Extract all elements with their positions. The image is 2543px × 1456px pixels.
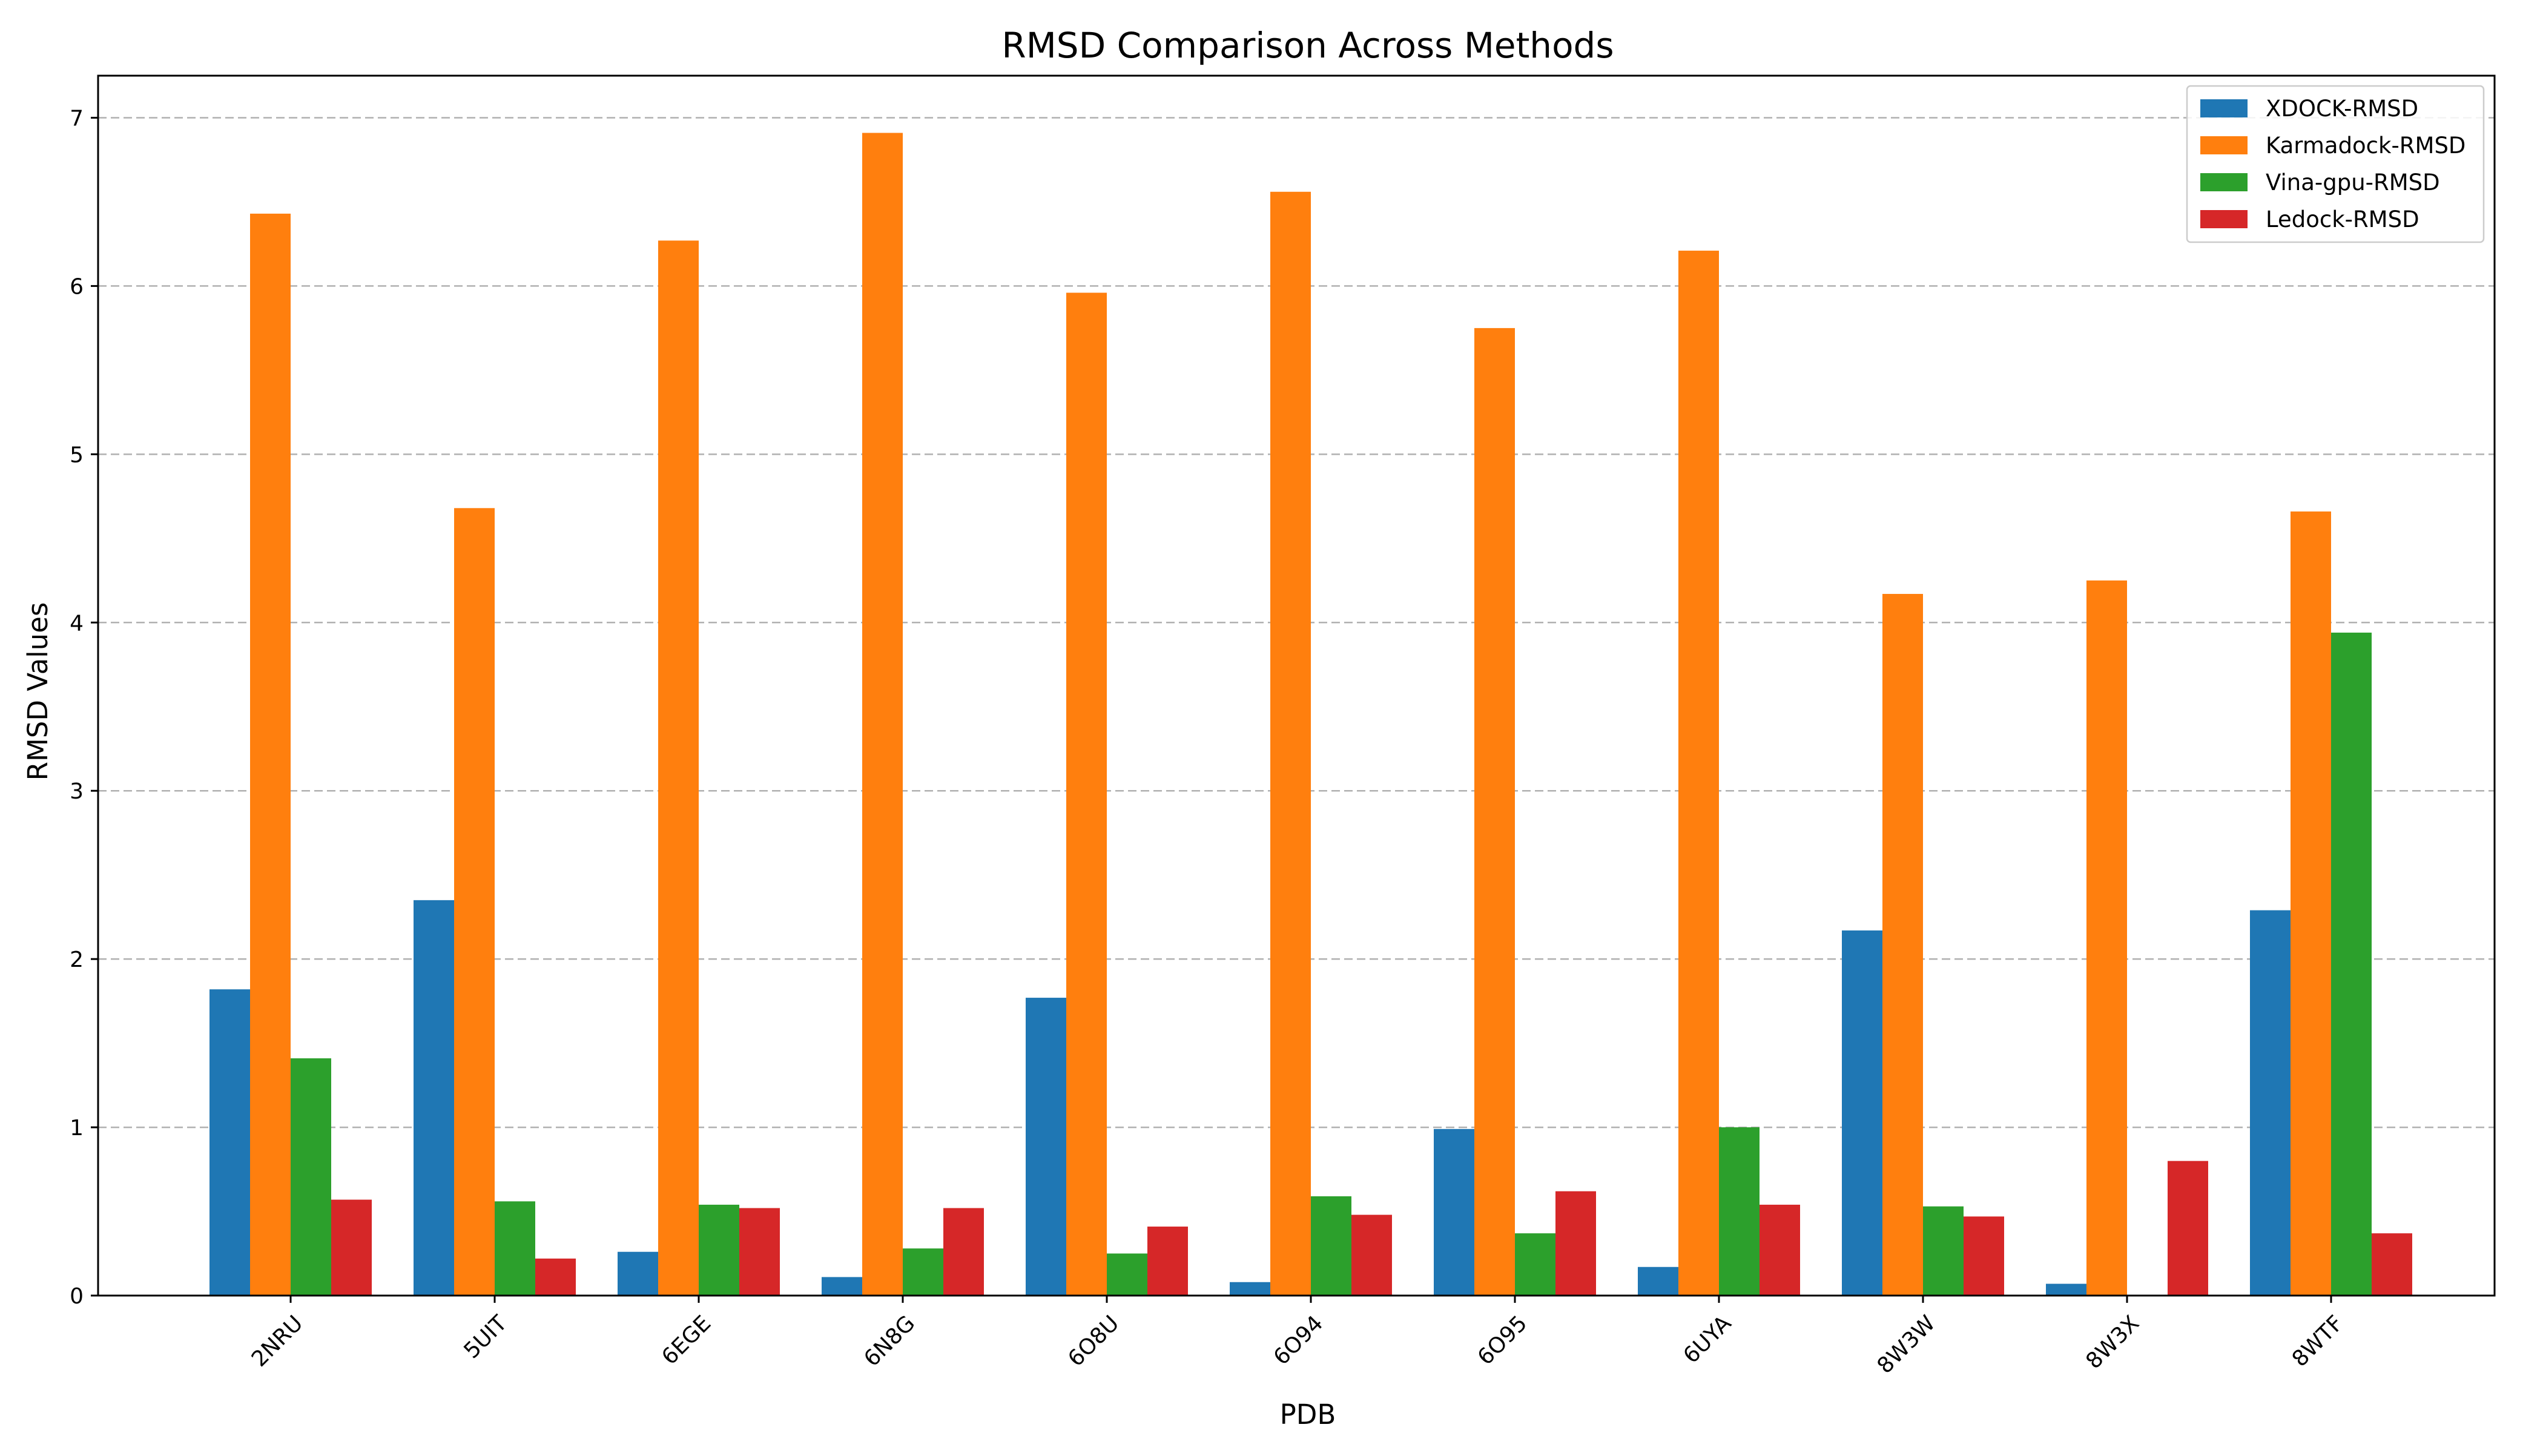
bar-ledock-rmsd-2nru — [331, 1199, 372, 1296]
bar-xdock-rmsd-6o8u — [1026, 998, 1066, 1296]
legend-label: Ledock-RMSD — [2266, 206, 2419, 232]
bar-xdock-rmsd-6o95 — [1434, 1128, 1474, 1296]
bar-karmadock-rmsd-6ege — [658, 240, 699, 1296]
bar-vina-gpu-rmsd-6o8u — [1107, 1253, 1147, 1296]
legend-swatch — [2200, 173, 2248, 191]
bar-xdock-rmsd-6n8g — [822, 1277, 862, 1296]
y-tick-label: 4 — [70, 611, 84, 636]
bar-vina-gpu-rmsd-5uit — [495, 1201, 535, 1296]
y-tick-label: 5 — [70, 443, 84, 467]
bar-karmadock-rmsd-8w3x — [2086, 580, 2127, 1296]
legend-swatch — [2200, 99, 2248, 117]
legend-label: Vina-gpu-RMSD — [2266, 170, 2440, 196]
bar-vina-gpu-rmsd-2nru — [291, 1058, 331, 1296]
bar-xdock-rmsd-8wtf — [2250, 910, 2291, 1296]
bar-karmadock-rmsd-8wtf — [2291, 511, 2331, 1296]
bar-xdock-rmsd-6o94 — [1230, 1282, 1270, 1296]
legend-swatch — [2200, 136, 2248, 154]
legend-label: XDOCK-RMSD — [2266, 96, 2418, 122]
bar-vina-gpu-rmsd-6ege — [699, 1204, 739, 1296]
y-tick-label: 1 — [70, 1116, 84, 1141]
plot-frame — [97, 74, 2496, 1297]
y-axis-label: RMSD Values — [22, 602, 54, 781]
bar-ledock-rmsd-6n8g — [943, 1208, 984, 1296]
bar-karmadock-rmsd-8w3w — [1882, 594, 1923, 1296]
legend-box — [2186, 85, 2485, 243]
y-tick-label: 6 — [70, 274, 84, 299]
bar-xdock-rmsd-6ege — [618, 1251, 658, 1296]
bar-karmadock-rmsd-6n8g — [862, 133, 903, 1296]
bar-karmadock-rmsd-6o95 — [1474, 328, 1515, 1296]
bar-karmadock-rmsd-2nru — [250, 213, 291, 1296]
bar-vina-gpu-rmsd-6o95 — [1515, 1233, 1555, 1296]
legend-swatch — [2200, 210, 2248, 228]
y-tick-label: 7 — [70, 106, 84, 131]
bar-xdock-rmsd-5uit — [414, 900, 454, 1296]
x-axis-label: PDB — [1280, 1398, 1336, 1431]
y-tick-label: 0 — [70, 1284, 84, 1309]
bar-ledock-rmsd-8w3x — [2168, 1161, 2208, 1296]
bar-vina-gpu-rmsd-8wtf — [2331, 632, 2372, 1296]
axes — [97, 74, 2496, 1297]
bar-ledock-rmsd-5uit — [535, 1258, 576, 1296]
bar-ledock-rmsd-6o94 — [1351, 1214, 1392, 1296]
bar-ledock-rmsd-6o95 — [1555, 1191, 1596, 1296]
bar-vina-gpu-rmsd-8w3w — [1923, 1206, 1964, 1296]
bar-ledock-rmsd-8w3w — [1964, 1216, 2004, 1296]
bar-ledock-rmsd-8wtf — [2372, 1233, 2412, 1296]
y-tick-label: 3 — [70, 779, 84, 804]
legend: XDOCK-RMSD Karmadock-RMSD Vina-gpu-RMSD Led… — [2186, 85, 2485, 243]
bar-karmadock-rmsd-5uit — [454, 508, 495, 1296]
bars — [209, 133, 2412, 1296]
bar-xdock-rmsd-8w3w — [1842, 930, 1882, 1296]
bar-vina-gpu-rmsd-6n8g — [903, 1248, 943, 1296]
bar-xdock-rmsd-6uya — [1638, 1267, 1678, 1296]
bar-karmadock-rmsd-6o94 — [1270, 191, 1311, 1296]
bar-xdock-rmsd-2nru — [209, 989, 250, 1296]
legend-label: Karmadock-RMSD — [2266, 133, 2465, 159]
chart-title: RMSD Comparison Across Methods — [1001, 25, 1614, 66]
bar-vina-gpu-rmsd-6o94 — [1311, 1196, 1351, 1296]
bar-ledock-rmsd-6ege — [739, 1208, 780, 1296]
bar-vina-gpu-rmsd-6uya — [1719, 1127, 1760, 1296]
y-tick-label: 2 — [70, 947, 84, 972]
bar-ledock-rmsd-6o8u — [1147, 1227, 1188, 1296]
bar-karmadock-rmsd-6o8u — [1066, 292, 1107, 1296]
bar-ledock-rmsd-6uya — [1760, 1204, 1800, 1296]
bar-xdock-rmsd-8w3x — [2046, 1283, 2086, 1296]
bar-karmadock-rmsd-6uya — [1678, 251, 1719, 1296]
